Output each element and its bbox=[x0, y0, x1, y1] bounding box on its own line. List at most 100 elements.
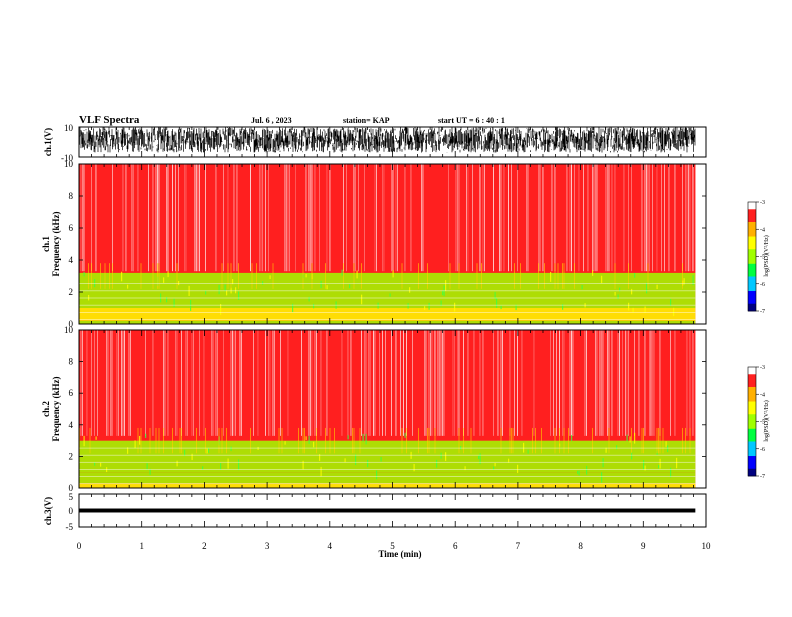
colorbar-segment bbox=[748, 301, 756, 305]
ch1-waveform-panel: 10 -10 ch.1(V) bbox=[43, 123, 707, 163]
colorbar-segment bbox=[748, 461, 756, 464]
spectrogram-ytick-label: 10 bbox=[64, 325, 74, 335]
spectrogram-band-0 bbox=[79, 320, 696, 324]
colorbar-segment bbox=[748, 289, 756, 292]
spectrogram-ytick-label: 2 bbox=[69, 451, 74, 461]
colorbar-segment bbox=[748, 377, 756, 381]
x-tick-label: 0 bbox=[77, 541, 82, 551]
colorbar-segment bbox=[748, 436, 756, 439]
header-start-ut: start UT = 6 : 40 : 1 bbox=[438, 116, 505, 125]
ch3-waveform-trace bbox=[79, 508, 696, 513]
colorbar-segment bbox=[748, 220, 756, 223]
colorbar-segment bbox=[748, 238, 756, 241]
ch1-waveform-line bbox=[79, 127, 696, 153]
ch3-waveform-panel: 5 0 -5 ch.3(V) bbox=[43, 492, 707, 532]
colorbar-segment bbox=[748, 276, 756, 279]
ch2-spectrogram-panel: 0 2 4 6 8 10 ch.2 Frequency (kHz) bbox=[41, 325, 707, 493]
colorbar-segment bbox=[748, 392, 756, 395]
colorbar-segment bbox=[748, 254, 756, 257]
colorbar-segment bbox=[748, 416, 756, 419]
colorbar-segment bbox=[748, 466, 756, 470]
colorbar-segment bbox=[748, 245, 756, 248]
colorbar-segment bbox=[748, 459, 756, 462]
colorbar-segment bbox=[748, 443, 756, 446]
colorbar-segment bbox=[748, 212, 756, 216]
ch1-spectrogram-ylabel-channel: ch.1 bbox=[41, 236, 51, 252]
colorbar-segment bbox=[748, 271, 756, 274]
colorbar-segment bbox=[748, 423, 756, 426]
colorbar-segment bbox=[748, 214, 756, 217]
ch1-spectrogram-ylabel-frequency: Frequency (kHz) bbox=[51, 211, 61, 276]
colorbar-segment bbox=[748, 269, 756, 272]
ch1-colorbar-label: log(PSD)(V²/Hz) bbox=[763, 235, 770, 276]
colorbar-segment bbox=[748, 209, 756, 212]
colorbar-segment bbox=[748, 428, 756, 431]
colorbar-segment bbox=[748, 241, 756, 245]
colorbar-segment bbox=[748, 303, 756, 306]
colorbar-segment bbox=[748, 243, 756, 246]
x-axis-tick-labels: 0 1 2 3 4 5 6 7 8 9 10 bbox=[77, 541, 711, 551]
colorbar-segment bbox=[748, 207, 756, 210]
ch1-ylabel: ch.1(V) bbox=[43, 128, 53, 156]
colorbar-segment bbox=[748, 406, 756, 410]
ch3-tick-bottom: -5 bbox=[66, 522, 74, 532]
colorbar-segment bbox=[748, 408, 756, 411]
colorbar-segment bbox=[748, 231, 756, 234]
colorbar-segment bbox=[748, 294, 756, 297]
colorbar-segment bbox=[748, 450, 756, 453]
colorbar-segment bbox=[748, 283, 756, 286]
spectrogram-ytick-label: 8 bbox=[69, 357, 74, 367]
colorbar-segment bbox=[748, 285, 756, 288]
colorbar-tick-label: -6 bbox=[760, 282, 765, 288]
spectrogram-band-0 bbox=[79, 483, 696, 488]
colorbar-segment bbox=[748, 368, 756, 372]
colorbar-segment bbox=[748, 236, 756, 239]
spectrogram-ytick-label: 6 bbox=[69, 388, 74, 398]
colorbar-segment bbox=[748, 405, 756, 408]
colorbar-segment bbox=[748, 274, 756, 277]
colorbar-segment bbox=[748, 287, 756, 290]
ch3-tick-mid: 0 bbox=[69, 506, 74, 516]
colorbar-segment bbox=[748, 370, 756, 373]
colorbar-segment bbox=[748, 229, 756, 232]
colorbar-segment bbox=[748, 390, 756, 393]
colorbar-segment bbox=[748, 430, 756, 433]
ch3-waveform-line bbox=[79, 508, 696, 513]
colorbar-segment bbox=[748, 437, 756, 441]
colorbar-tick-label: -5 bbox=[760, 420, 765, 426]
ch1-tick-top: 10 bbox=[64, 123, 74, 133]
colorbar-segment bbox=[748, 414, 756, 417]
colorbar-segment bbox=[748, 280, 756, 283]
colorbar-segment bbox=[748, 221, 756, 225]
colorbar-segment bbox=[748, 258, 756, 261]
spectrogram-ytick-label: 2 bbox=[69, 287, 74, 297]
spectrogram-ytick-label: 8 bbox=[69, 191, 74, 201]
colorbar-segment bbox=[748, 432, 756, 435]
colorbar-segment bbox=[748, 263, 756, 266]
colorbar-segment bbox=[748, 202, 756, 205]
colorbar-segment bbox=[748, 386, 756, 390]
colorbar-segment bbox=[748, 434, 756, 437]
figure-title: VLF Spectra bbox=[79, 114, 140, 126]
colorbar-segment bbox=[748, 223, 756, 227]
colorbar-segment bbox=[748, 252, 756, 256]
colorbar-segment bbox=[748, 232, 756, 236]
colorbar-segment bbox=[748, 474, 756, 477]
x-tick-label: 7 bbox=[516, 541, 521, 551]
ch2-spectrogram-ylabel-frequency: Frequency (kHz) bbox=[51, 376, 61, 441]
colorbar-segment bbox=[748, 281, 756, 285]
ch1-spectrogram-image bbox=[79, 164, 696, 324]
spectrogram-ytick-label: 6 bbox=[69, 223, 74, 233]
colorbar-segment bbox=[748, 292, 756, 296]
colorbar-segment bbox=[748, 227, 756, 230]
colorbar-segment bbox=[748, 309, 756, 312]
colorbar-tick-label: -4 bbox=[760, 227, 765, 233]
ch1-colorbar: -3 -4 -5 -6 -7 bbox=[747, 200, 765, 315]
colorbar-tick-label: -3 bbox=[760, 365, 765, 371]
colorbar-segment bbox=[748, 446, 756, 450]
x-tick-label: 5 bbox=[390, 541, 395, 551]
colorbar-segment bbox=[748, 412, 756, 415]
colorbar-segment bbox=[748, 456, 756, 459]
x-tick-label: 10 bbox=[702, 541, 712, 551]
